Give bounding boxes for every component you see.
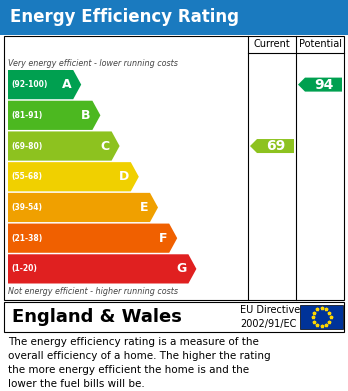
Text: The energy efficiency rating is a measure of the
overall efficiency of a home. T: The energy efficiency rating is a measur… [8,337,271,389]
Text: Very energy efficient - lower running costs: Very energy efficient - lower running co… [8,59,178,68]
Text: A: A [62,78,71,91]
Text: C: C [101,140,110,152]
Text: (21-38): (21-38) [11,234,42,243]
Text: England & Wales: England & Wales [12,308,182,326]
Text: Potential: Potential [299,39,341,49]
Bar [300,305,343,329]
Text: E: E [140,201,148,214]
Polygon shape [250,139,294,153]
Text: Energy Efficiency Rating: Energy Efficiency Rating [10,8,239,26]
Text: 69: 69 [266,139,285,153]
Text: Current: Current [254,39,290,49]
Polygon shape [8,254,196,283]
Text: (81-91): (81-91) [11,111,42,120]
Polygon shape [8,224,177,253]
Text: 94: 94 [314,77,333,91]
Bar [4,302,344,332]
Text: (1-20): (1-20) [11,264,37,273]
Text: D: D [119,170,129,183]
Text: F: F [159,232,167,245]
Text: (69-80): (69-80) [11,142,42,151]
Text: B: B [81,109,90,122]
Polygon shape [8,101,101,130]
Text: G: G [176,262,187,275]
Polygon shape [8,131,120,161]
Text: Not energy efficient - higher running costs: Not energy efficient - higher running co… [8,287,178,296]
Text: (39-54): (39-54) [11,203,42,212]
Text: (92-100): (92-100) [11,80,47,89]
Polygon shape [8,193,158,222]
Polygon shape [298,77,342,91]
Text: EU Directive
2002/91/EC: EU Directive 2002/91/EC [240,305,300,328]
Text: (55-68): (55-68) [11,172,42,181]
Bar [4,36,344,300]
Polygon shape [8,162,139,191]
Polygon shape [8,70,81,99]
Bar [0,0,348,35]
